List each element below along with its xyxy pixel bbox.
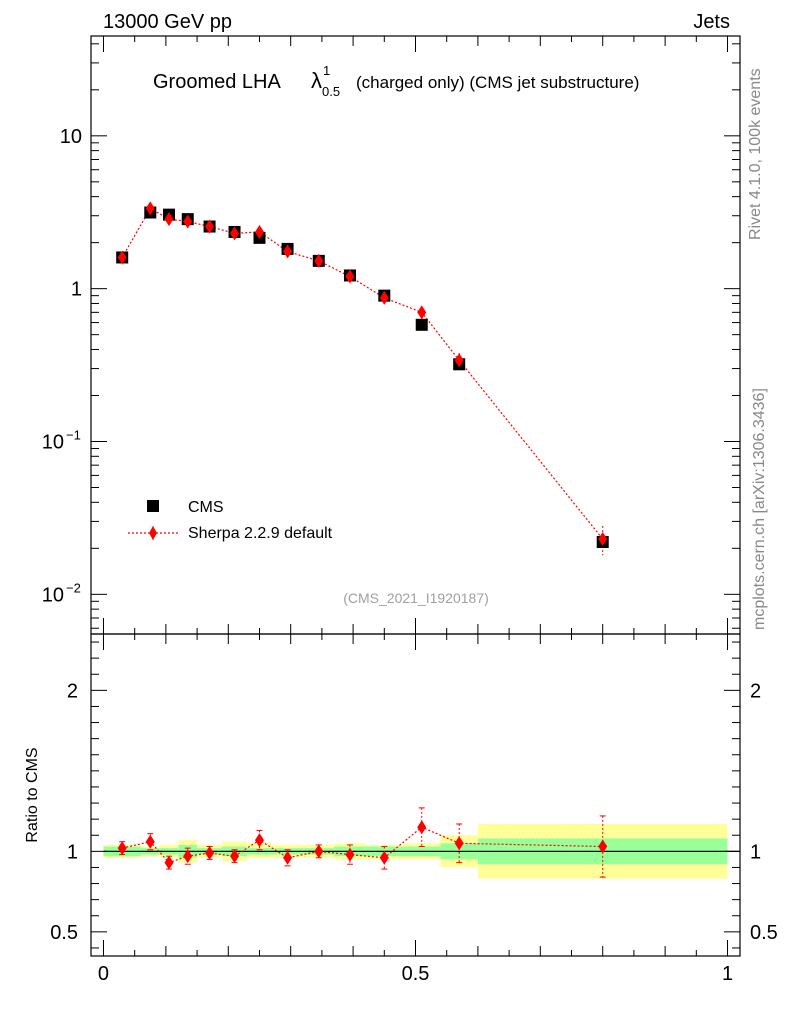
main-y-tick-label: 10: [42, 431, 64, 453]
ratio-markers: [117, 820, 608, 870]
ratio-point: [379, 850, 389, 865]
sherpa-point: [205, 219, 215, 234]
legend-cms-marker: [147, 500, 159, 512]
ratio-y-tick-label-right: 0.5: [750, 922, 778, 944]
header-energy: 13000 GeV pp: [103, 11, 232, 33]
legend-sherpa-label: Sherpa 2.2.9 default: [188, 525, 333, 542]
sherpa-point: [379, 290, 389, 305]
sherpa-point: [283, 244, 293, 259]
sherpa-markers: [117, 201, 608, 547]
ratio-point: [205, 845, 215, 860]
legend-cms-label: CMS: [188, 499, 224, 516]
title-detail: (charged only) (CMS jet substructure): [356, 73, 639, 92]
ratio-point: [230, 849, 240, 864]
cms-point: [415, 318, 428, 331]
plot-title: Groomed LHA λ 1 0.5 (charged only) (CMS …: [153, 63, 639, 99]
legend-sherpa-marker: [149, 526, 157, 540]
sherpa-point: [145, 201, 155, 216]
cms-markers: [116, 206, 609, 548]
sherpa-point: [254, 224, 264, 239]
main-y-tick-exponent: −1: [66, 427, 81, 442]
ratio-y-tick-labels: 2 2 1 1 0.5 0.5: [50, 680, 778, 944]
ratio-point: [117, 841, 127, 856]
rivet-label: Rivet 4.1.0, 100k events: [747, 68, 764, 240]
legend: CMS Sherpa 2.2.9 default: [128, 499, 333, 542]
analysis-id: (CMS_2021_I1920187): [343, 590, 489, 606]
ratio-y-tick-label-right: 1: [750, 841, 761, 863]
ratio-point: [345, 847, 355, 862]
title-subscript: 0.5: [322, 84, 340, 99]
main-y-tick-exponent: −2: [66, 580, 81, 595]
ratio-y-tick-label: 1: [67, 841, 78, 863]
main-y-tick-label: 10: [60, 126, 82, 148]
ratio-axis-ticks: [91, 634, 740, 956]
ratio-frame: [90, 633, 741, 957]
ratio-x-tick-label: 1: [722, 963, 733, 985]
ratio-point: [164, 855, 174, 870]
main-y-tick-label: 1: [71, 279, 82, 301]
ratio-x-tick-label: 0: [98, 963, 109, 985]
ratio-point: [454, 836, 464, 851]
title-main: Groomed LHA: [153, 71, 281, 93]
mcplots-label: mcplots.cern.ch [arXiv:1306.3436]: [751, 388, 768, 630]
ratio-panel: 2 21 10.5 0.5 0 0.5 1: [50, 633, 778, 985]
ratio-point: [283, 850, 293, 865]
sherpa-point: [164, 212, 174, 227]
title-superscript: 1: [323, 63, 330, 78]
ratio-y-tick-label-right: 2: [750, 680, 761, 702]
title-symbol: λ: [311, 68, 322, 93]
ratio-x-tick-labels: 0 0.5 1: [98, 963, 733, 985]
ratio-point: [314, 844, 324, 859]
ratio-point: [254, 833, 264, 848]
ratio-y-axis-label: Ratio to CMS: [24, 747, 41, 842]
sherpa-point: [117, 250, 127, 265]
sherpa-point: [230, 226, 240, 241]
sherpa-point: [454, 353, 464, 368]
ratio-point: [183, 849, 193, 864]
ratio-point: [417, 820, 427, 835]
sherpa-point: [417, 305, 427, 320]
main-axis-ticks: [91, 36, 740, 634]
sherpa-point: [598, 532, 608, 547]
sherpa-point: [314, 253, 324, 268]
main-y-tick-label: 10: [42, 584, 64, 606]
ratio-point: [598, 839, 608, 854]
ratio-y-tick-label: 2: [67, 680, 78, 702]
ratio-point: [145, 834, 155, 849]
ratio-x-tick-label: 0.5: [402, 963, 430, 985]
main-frame: [90, 35, 741, 635]
ratio-y-tick-label: 0.5: [50, 922, 78, 944]
header-process: Jets: [693, 11, 730, 33]
sherpa-line: [121, 207, 604, 540]
sherpa-point: [183, 214, 193, 229]
sherpa-point: [345, 269, 355, 284]
